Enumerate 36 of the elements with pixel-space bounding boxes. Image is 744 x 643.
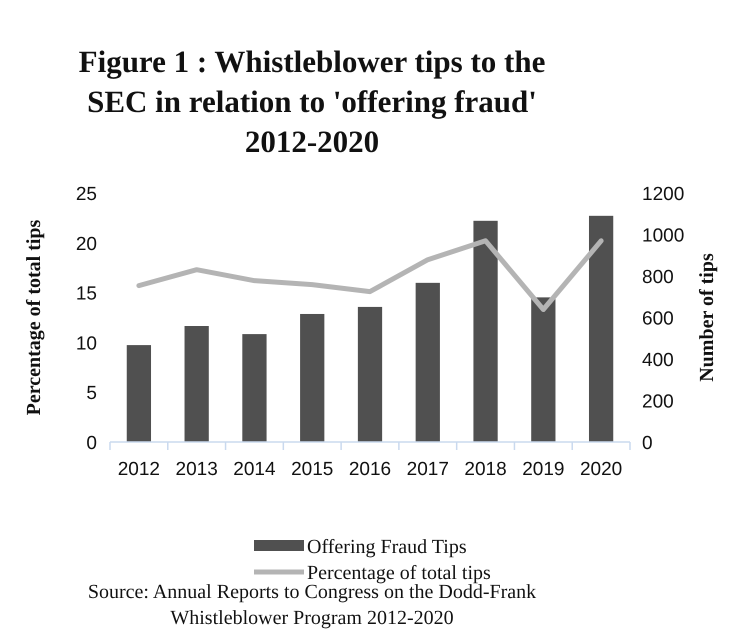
- bar: [184, 326, 209, 442]
- x-tick-label: 2016: [348, 459, 392, 480]
- y-axis-title: Percentage of total tips: [23, 219, 45, 416]
- y2-tick-label: 1000: [642, 226, 684, 246]
- x-tick-label: 2019: [522, 459, 564, 480]
- x-tick-label: 2018: [464, 459, 507, 480]
- bar: [126, 345, 152, 442]
- bar: [300, 314, 324, 442]
- y2-tick-label: 200: [642, 392, 674, 412]
- x-tick-label: 2013: [176, 459, 218, 480]
- bar: [473, 220, 498, 442]
- y2-tick-label: 800: [642, 267, 674, 288]
- y-tick-label: 5: [86, 383, 97, 404]
- y-tick-label: 0: [86, 433, 97, 454]
- x-tick-label: 2020: [580, 459, 622, 480]
- bar: [416, 282, 440, 442]
- y2-tick-label: 400: [642, 350, 674, 371]
- x-tick-label: 2015: [291, 459, 334, 480]
- bar: [242, 334, 267, 442]
- y2-axis-title: Number of tips: [696, 253, 718, 382]
- bar: [531, 297, 556, 442]
- y2-tick-label: 600: [642, 308, 674, 330]
- y-tick-label: 10: [76, 333, 97, 354]
- legend-label: Offering Fraud Tips: [307, 536, 467, 558]
- legend-label: Percentage of total tips: [307, 562, 492, 584]
- y2-tick-label: 0: [642, 433, 653, 454]
- x-tick-label: 2012: [118, 459, 160, 480]
- y-tick-label: 20: [76, 234, 97, 255]
- chart-title: Figure 1 : Whistleblower tips to the SEC in relation to 'offering fraud' 2012-2020: [78, 44, 546, 159]
- y2-tick-label: 1200: [642, 184, 684, 205]
- bar: [588, 216, 614, 442]
- y-tick-label: 15: [76, 284, 97, 305]
- y-tick-label: 25: [76, 184, 97, 205]
- bar: [358, 306, 382, 442]
- x-tick-label: 2017: [406, 459, 449, 480]
- x-tick-label: 2014: [233, 459, 276, 480]
